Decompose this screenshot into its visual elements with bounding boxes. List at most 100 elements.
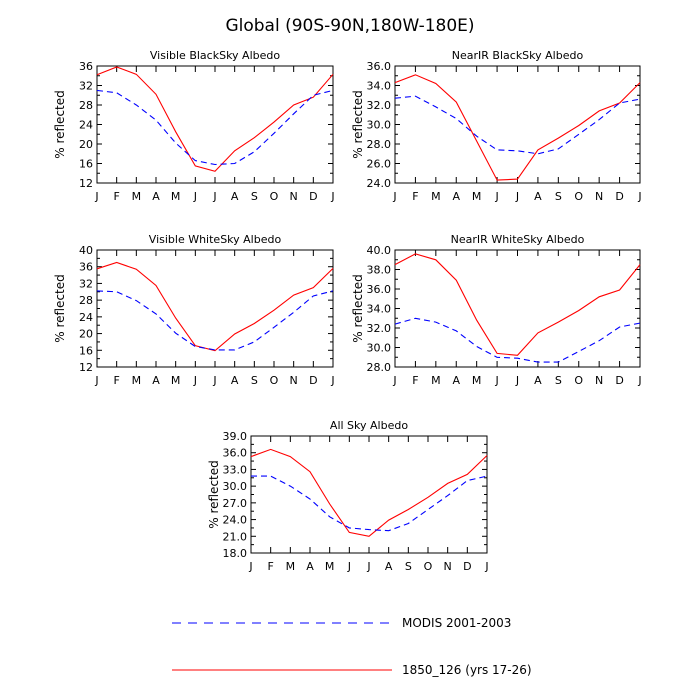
- x-tick-label: N: [290, 374, 298, 387]
- x-tick-label: F: [412, 374, 418, 387]
- y-axis-label: % reflected: [351, 90, 365, 159]
- y-tick-label: 30.0: [367, 119, 392, 132]
- y-axis-label: % reflected: [53, 274, 67, 343]
- x-tick-label: F: [268, 560, 274, 573]
- x-tick-label: A: [385, 560, 393, 573]
- x-tick-label: J: [94, 374, 98, 387]
- y-tick-label: 20: [79, 138, 93, 151]
- y-tick-label: 33.0: [223, 463, 248, 476]
- panel-3: Visible WhiteSky Albedo 12 16 20 24 28 32 36 40 J…: [53, 233, 335, 387]
- x-tick-label: A: [452, 374, 460, 387]
- y-tick-label: 30.0: [367, 342, 392, 355]
- x-tick-label: O: [270, 190, 279, 203]
- legend: MODIS 2001-2003 1850_126 (yrs 17-26): [172, 616, 532, 677]
- x-tick-label: J: [248, 560, 252, 573]
- series-line-modis: [96, 89, 334, 166]
- y-tick-label: 27.0: [223, 497, 248, 510]
- y-axis-label: % reflected: [207, 460, 221, 529]
- x-tick-label: D: [309, 374, 317, 387]
- y-tick-label: 40.0: [367, 244, 392, 257]
- x-tick-label: J: [637, 190, 641, 203]
- y-tick-label: 40: [79, 244, 93, 257]
- panel-2: NearIR BlackSky Albedo 24.0 26.0 28.0 30.0 32…: [351, 49, 642, 203]
- y-tick-label: 36.0: [367, 60, 392, 73]
- y-tick-label: 18.0: [223, 547, 248, 560]
- y-tick-label: 26.0: [367, 158, 392, 171]
- y-tick-label: 38.0: [367, 264, 392, 277]
- y-tick-label: 16: [79, 344, 93, 357]
- x-tick-label: S: [251, 190, 258, 203]
- x-tick-label: J: [494, 374, 498, 387]
- x-tick-label: A: [452, 190, 460, 203]
- y-tick-label: 32: [79, 80, 93, 93]
- y-tick-label: 28.0: [367, 361, 392, 374]
- figure-title: Global (90S-90N,180W-180E): [225, 16, 474, 36]
- series-line-model: [96, 66, 334, 172]
- x-tick-label: A: [152, 190, 160, 203]
- x-tick-label: J: [330, 190, 334, 203]
- y-axis-label: % reflected: [351, 274, 365, 343]
- y-tick-label: 36: [79, 60, 93, 73]
- x-tick-label: N: [290, 190, 298, 203]
- x-tick-label: S: [405, 560, 412, 573]
- panel-title: NearIR WhiteSky Albedo: [451, 233, 585, 246]
- x-tick-label: D: [615, 190, 623, 203]
- y-tick-label: 32: [79, 277, 93, 290]
- series-line-modis: [96, 290, 334, 351]
- x-tick-label: F: [412, 190, 418, 203]
- x-tick-label: N: [595, 190, 603, 203]
- x-tick-label: J: [392, 190, 396, 203]
- x-tick-label: J: [193, 190, 197, 203]
- x-tick-label: M: [286, 560, 296, 573]
- x-tick-label: J: [94, 190, 98, 203]
- x-tick-label: M: [132, 190, 142, 203]
- x-tick-label: D: [615, 374, 623, 387]
- y-tick-label: 34.0: [367, 303, 392, 316]
- x-tick-label: O: [574, 190, 583, 203]
- y-tick-label: 24: [79, 311, 93, 324]
- y-tick-label: 24.0: [367, 177, 392, 190]
- x-tick-label: J: [515, 190, 519, 203]
- y-tick-label: 12: [79, 361, 93, 374]
- series-line-modis: [394, 317, 641, 363]
- panel-title: Visible BlackSky Albedo: [150, 49, 280, 62]
- x-tick-label: F: [114, 374, 120, 387]
- series-line-model: [96, 261, 334, 352]
- x-tick-label: J: [212, 374, 216, 387]
- x-tick-label: A: [534, 374, 542, 387]
- panel-title: Visible WhiteSky Albedo: [149, 233, 282, 246]
- x-tick-label: J: [484, 560, 488, 573]
- y-tick-label: 24.0: [223, 514, 248, 527]
- x-tick-label: O: [574, 374, 583, 387]
- x-tick-label: D: [309, 190, 317, 203]
- x-tick-label: M: [431, 190, 441, 203]
- x-tick-label: J: [494, 190, 498, 203]
- x-tick-label: M: [171, 374, 181, 387]
- x-tick-label: J: [637, 374, 641, 387]
- x-tick-label: J: [212, 190, 216, 203]
- series-line-modis: [394, 95, 641, 155]
- y-axis-label: % reflected: [53, 90, 67, 159]
- series-line-model: [394, 253, 641, 356]
- series-line-model: [250, 448, 488, 537]
- x-tick-label: M: [171, 190, 181, 203]
- x-tick-label: S: [555, 374, 562, 387]
- x-tick-label: A: [306, 560, 314, 573]
- x-tick-label: J: [347, 560, 351, 573]
- x-tick-label: M: [472, 190, 482, 203]
- x-tick-label: A: [152, 374, 160, 387]
- x-tick-label: M: [132, 374, 142, 387]
- y-tick-label: 36: [79, 261, 93, 274]
- x-tick-label: N: [595, 374, 603, 387]
- panel-title: NearIR BlackSky Albedo: [452, 49, 584, 62]
- x-tick-label: M: [431, 374, 441, 387]
- panel-5: All Sky Albedo 18.0 21.0 24.0 27.0 30.0 33.0 36…: [207, 419, 489, 573]
- x-tick-label: A: [231, 190, 239, 203]
- y-tick-label: 36.0: [223, 447, 248, 460]
- x-tick-label: M: [472, 374, 482, 387]
- x-tick-label: J: [392, 374, 396, 387]
- panel-4: NearIR WhiteSky Albedo 28.0 30.0 32.0 34.0 36…: [351, 233, 642, 387]
- y-tick-label: 30.0: [223, 480, 248, 493]
